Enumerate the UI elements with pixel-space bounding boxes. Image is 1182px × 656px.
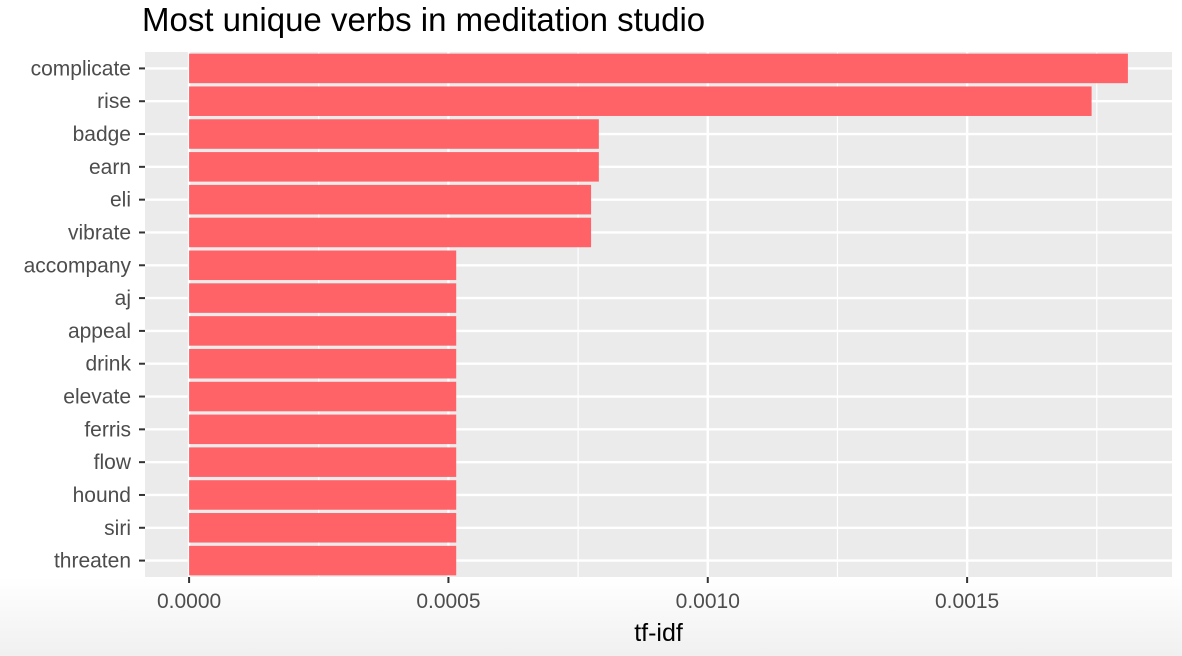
x-tick-label: 0.0010 (676, 590, 740, 613)
y-tick-label: eli (110, 189, 131, 212)
bar-drink (189, 348, 457, 379)
y-tick-label: complicate (31, 57, 131, 80)
bar-rise (189, 86, 1092, 116)
bar-ferris (189, 414, 457, 445)
bar-eli (189, 184, 592, 215)
bar-flow (189, 447, 457, 477)
bar-vibrate (189, 217, 592, 248)
y-tick-label: appeal (68, 320, 131, 343)
y-tick-label: aj (115, 287, 131, 310)
bar-siri (189, 513, 457, 543)
y-tick-label: siri (104, 517, 131, 540)
y-tick-label: flow (94, 451, 132, 474)
y-axis: complicate rise badge earn eli vibrate accompa… (24, 57, 145, 573)
y-tick-label: accompany (24, 254, 132, 277)
x-axis-label: tf-idf (634, 619, 683, 647)
y-tick-label: drink (85, 353, 131, 376)
bar-accompany (189, 250, 457, 281)
y-tick-label: earn (89, 156, 131, 179)
chart-title: Most unique verbs in meditation studio (142, 1, 705, 38)
x-tick-label: 0.0015 (935, 590, 999, 613)
x-tick-label: 0.0000 (157, 590, 221, 613)
bar-hound (189, 480, 457, 510)
bar-complicate (189, 53, 1128, 84)
bars (189, 53, 1128, 576)
y-tick-label: hound (73, 484, 131, 507)
y-tick-label: badge (73, 123, 131, 146)
y-tick-label: ferris (84, 418, 131, 441)
bar-threaten (189, 545, 457, 576)
bar-elevate (189, 381, 457, 412)
y-tick-label: elevate (63, 386, 131, 409)
y-tick-label: vibrate (68, 221, 131, 244)
bar-appeal (189, 316, 457, 346)
x-tick-label: 0.0005 (416, 590, 480, 613)
x-axis: 0.0000 0.0005 0.0010 0.0015 (157, 577, 999, 613)
y-tick-label: rise (97, 90, 131, 113)
y-tick-label: threaten (54, 550, 131, 573)
bar-earn (189, 152, 599, 182)
bar-aj (189, 283, 457, 313)
bar-badge (189, 119, 599, 149)
